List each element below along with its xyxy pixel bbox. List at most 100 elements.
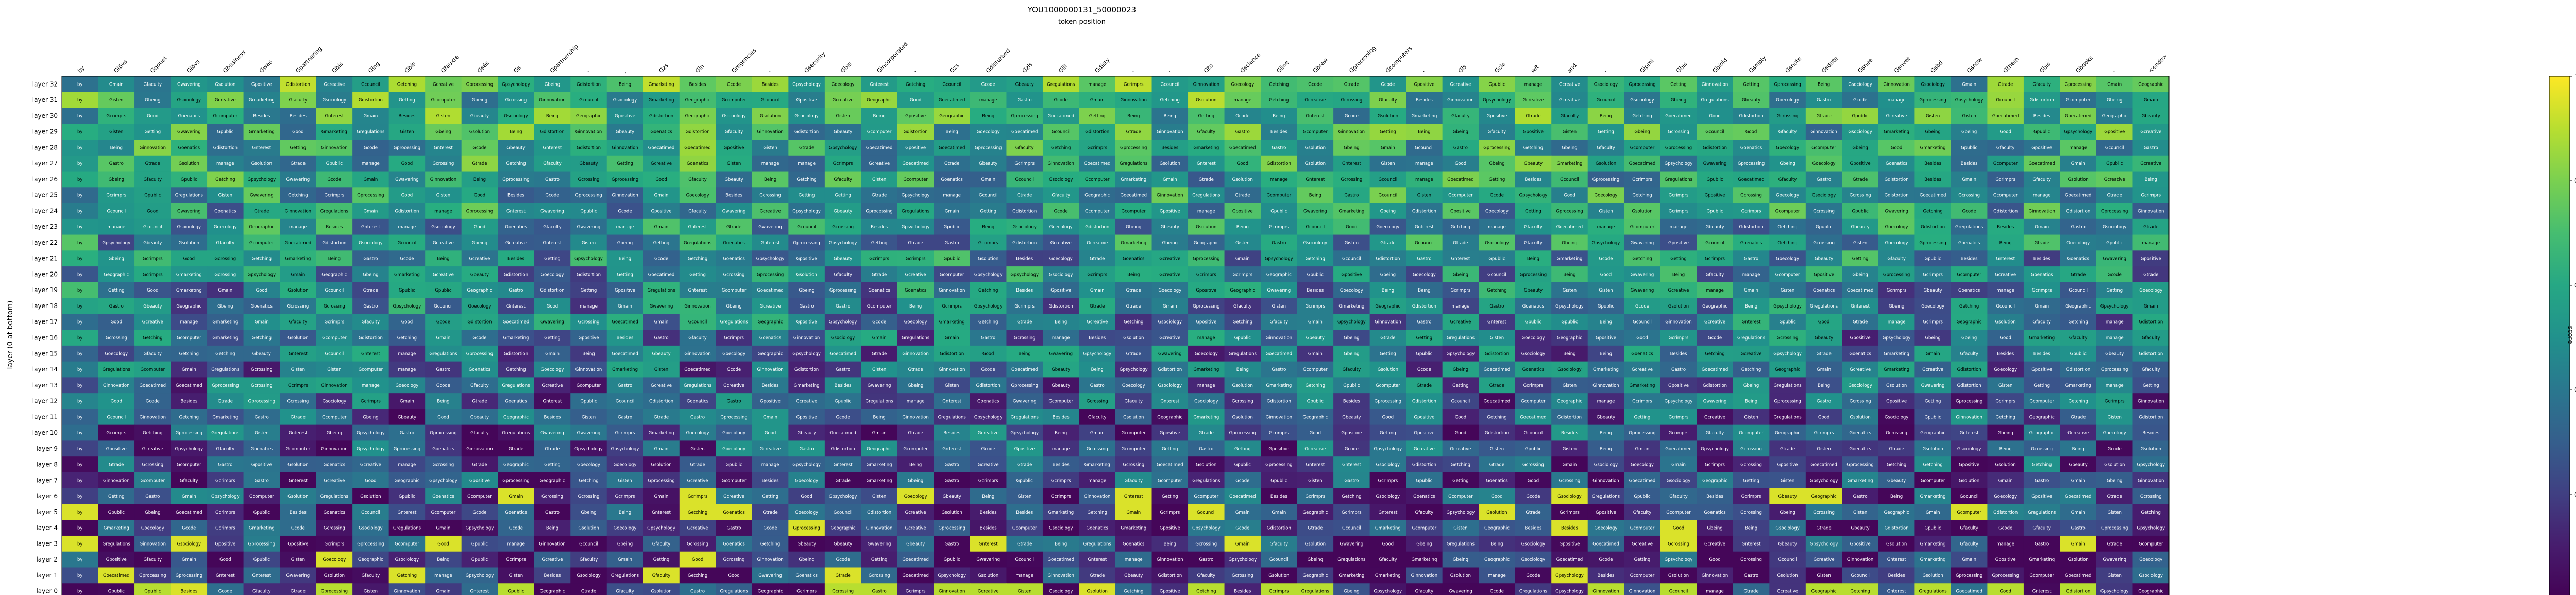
cell-label: Getting	[617, 272, 633, 277]
heatmap-cell	[643, 171, 680, 188]
heatmap-cell	[1805, 92, 1842, 109]
cell-label: Ginnovation	[321, 145, 347, 150]
heatmap-cell	[1842, 124, 1879, 140]
x-tick-label: -	[912, 68, 918, 74]
cell-label: Gdistortion	[322, 241, 346, 246]
cell-label: Goecatimed	[612, 320, 638, 325]
cell-label: Goecatimed	[612, 351, 638, 356]
cell-label: Gsolution	[2104, 463, 2125, 468]
heatmap-cell	[134, 108, 172, 124]
heatmap-cell	[897, 171, 934, 188]
cell-label: Besides	[1307, 288, 1324, 293]
cell-label: Gbeauty	[652, 351, 670, 356]
cell-label: Goenatics	[1631, 351, 1653, 356]
cell-label: Besides	[1016, 257, 1033, 262]
cell-label: Gcomputer	[722, 478, 747, 483]
heatmap-cell	[679, 124, 716, 140]
cell-label: Goecatimed	[1992, 114, 2019, 119]
cell-label: Gfaculty	[252, 589, 271, 594]
cell-label: Gbeauty	[1052, 367, 1070, 372]
cell-label: Gcomputer	[722, 98, 747, 103]
cell-label: Gcrossing	[324, 526, 345, 531]
cell-label: Gregulations	[1592, 494, 1620, 499]
cell-label: manage	[1052, 336, 1070, 341]
cell-label: Gsolution	[1668, 304, 1689, 309]
cell-label: Getching	[1269, 82, 1289, 87]
cell-label: Besides	[180, 589, 197, 594]
cell-label: Gcreative	[1741, 351, 1762, 356]
cell-label: Gtrade	[872, 351, 887, 356]
heatmap-cell	[1188, 92, 1225, 109]
cell-label: Gcomputer	[2139, 541, 2163, 547]
cell-label: Gregulations	[1192, 193, 1221, 198]
cell-label: Ginnovation	[2138, 209, 2164, 214]
cell-label: Gregulations	[1665, 177, 1693, 182]
cell-label: by	[77, 526, 82, 531]
cell-label: Gpositive	[651, 209, 672, 214]
cell-label: Good	[1455, 415, 1466, 420]
cell-label: Goecology	[686, 193, 709, 198]
cell-label: Ginnovation	[939, 367, 965, 372]
cell-label: Gbeing	[1780, 161, 1795, 166]
heatmap-cell	[1914, 140, 1952, 156]
heatmap-cell	[1151, 76, 1189, 93]
cell-label: Gcouncil	[1015, 557, 1034, 563]
cell-label: Gpublic	[1270, 478, 1287, 483]
cell-label: Gastro	[255, 478, 269, 483]
heatmap-cell	[425, 92, 462, 109]
cell-label: Gprocessing	[248, 399, 275, 404]
cell-label: Gastro	[2071, 225, 2086, 230]
cell-label: Good	[1999, 589, 2011, 594]
cell-label: Being	[1055, 320, 1067, 325]
heatmap-cell	[788, 92, 825, 109]
heatmap-cell	[1660, 76, 1697, 93]
cell-label: Gmain	[945, 209, 959, 214]
cell-label: Gwavering	[1303, 209, 1327, 214]
cell-label: Ginnovation	[793, 336, 820, 341]
cell-label: Gsociology	[722, 114, 745, 119]
cell-label: Gcrossing	[1232, 399, 1253, 404]
heatmap-cell	[1297, 92, 1334, 109]
cell-label: Gbeing	[1707, 526, 1722, 531]
cell-label: Getting	[1162, 494, 1178, 499]
heatmap-cell	[1042, 155, 1079, 172]
cell-label: Gastro	[145, 494, 160, 499]
cell-label: Gbeing	[109, 257, 124, 262]
cell-label: Gpsychology	[1701, 447, 1729, 452]
cell-label: Gcrossing	[287, 304, 309, 309]
cell-label: Gtrade	[472, 463, 487, 468]
heatmap-cell	[716, 76, 753, 93]
cell-label: Gpositive	[215, 541, 235, 547]
heatmap-cell	[207, 155, 244, 172]
cell-label: Gcode	[509, 526, 523, 531]
heatmap-cell	[498, 171, 535, 188]
cell-label: Goecology	[722, 447, 745, 452]
cell-label: Gfaculty	[1960, 351, 1978, 356]
cell-label: Gbeing	[1380, 272, 1396, 277]
cell-label: Ginnovation	[1266, 336, 1292, 341]
cell-label: Gcrimprs	[288, 383, 308, 388]
cell-label: Geographic	[1557, 399, 1582, 404]
cell-label: Gdistortion	[649, 399, 673, 404]
cell-label: Gisten	[1853, 241, 1867, 246]
heatmap-cell	[1333, 76, 1370, 93]
cell-label: Gpublic	[1307, 399, 1324, 404]
cell-label: Gbeauty	[1851, 225, 1870, 230]
cell-label: Getching	[179, 415, 199, 420]
heatmap-cell	[388, 92, 426, 109]
cell-label: Besides	[1270, 130, 1287, 135]
heatmap-cell	[570, 92, 607, 109]
cell-label: Gmarketing	[649, 82, 674, 87]
cell-label: by	[77, 351, 82, 356]
heatmap-cell	[2023, 76, 2060, 93]
cell-label: Geographic	[467, 288, 492, 293]
cell-label: Gsolution	[1632, 209, 1652, 214]
cell-label: Gsolution	[978, 257, 998, 262]
cell-label: Gmarketing	[1848, 478, 1873, 483]
heatmap-cell	[606, 92, 643, 109]
heatmap-cell	[62, 108, 99, 124]
cell-label: Gpsychology	[1665, 161, 1693, 166]
cell-label: Goenatics	[1522, 367, 1545, 372]
cell-label: Ginnovation	[1338, 130, 1365, 135]
cell-label: Goecatimed	[1266, 351, 1293, 356]
